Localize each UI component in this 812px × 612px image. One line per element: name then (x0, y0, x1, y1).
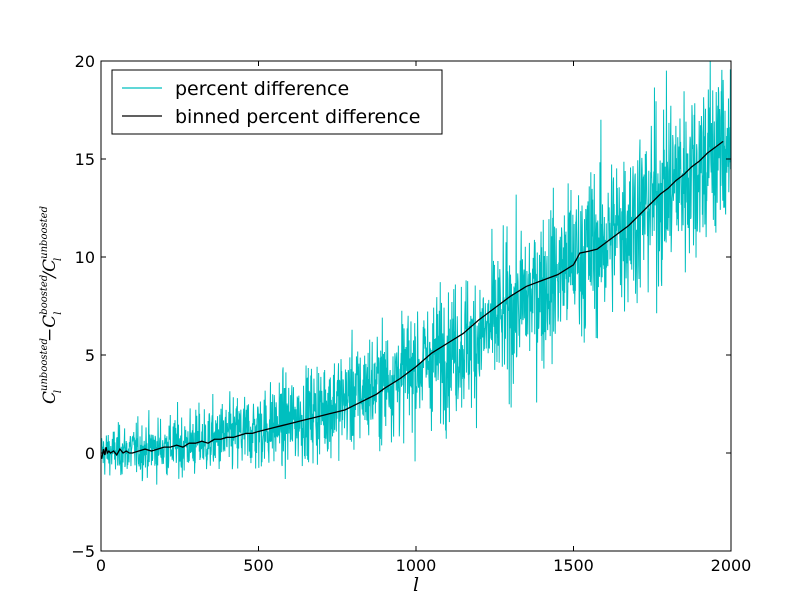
x-tick-label: 1500 (553, 556, 594, 575)
y-tick-label: 10 (75, 248, 95, 267)
y-tick-label: 5 (85, 346, 95, 365)
legend: percent difference binned percent differ… (111, 69, 443, 135)
x-axis-label: l (413, 574, 419, 596)
x-tick-label: 1000 (396, 556, 437, 575)
x-tick-label: 0 (96, 556, 106, 575)
legend-label-binned-percent-difference: binned percent difference (175, 106, 420, 128)
x-tick-label: 2000 (711, 556, 752, 575)
series-line-binned-percent-difference (101, 140, 724, 460)
series-line-percent-difference (101, 61, 731, 485)
x-tick-label: 500 (243, 556, 274, 575)
y-axis-label: Cunboostedl−Cboosted l/Cunboostedl (39, 206, 64, 404)
plot-area (101, 61, 731, 485)
y-tick-label: −5 (71, 542, 95, 561)
y-tick-label: 0 (85, 444, 95, 463)
legend-label-percent-difference: percent difference (175, 78, 349, 100)
y-tick-label: 20 (75, 52, 95, 71)
y-tick-label: 15 (75, 150, 95, 169)
legend-box (111, 69, 443, 135)
